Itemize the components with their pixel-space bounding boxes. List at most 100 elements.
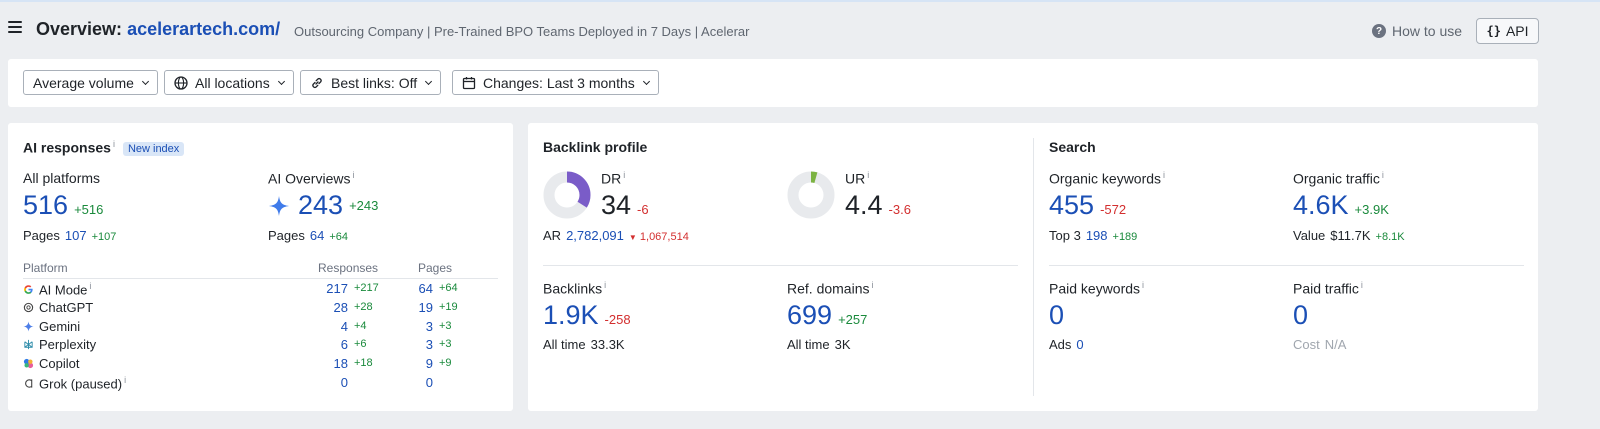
ref-domains-metric[interactable]: 699 +257 xyxy=(787,300,867,331)
ads-row: Ads 0 xyxy=(1049,337,1084,352)
platform-label: ChatGPT xyxy=(39,299,94,315)
pages-label: Pages xyxy=(23,228,60,243)
ads-value[interactable]: 0 xyxy=(1076,337,1084,352)
pages-value[interactable]: 64 xyxy=(309,228,325,243)
cost-row: Cost N/A xyxy=(1293,337,1346,352)
pages-cell[interactable]: 0 xyxy=(393,375,433,390)
responses-cell[interactable]: 4 xyxy=(298,319,348,334)
pages-value[interactable]: 107 xyxy=(64,228,87,243)
info-icon[interactable]: i xyxy=(89,281,92,291)
responses-delta: +18 xyxy=(354,357,373,370)
top3-delta: +189 xyxy=(1112,231,1138,243)
info-icon[interactable]: i xyxy=(867,170,870,180)
metrics-panel: Backlink profile DR i 34 -6 UR i 4.4 -3.6 AR… xyxy=(528,123,1538,411)
paid-keywords-value: 0 xyxy=(1049,300,1065,330)
dr-metric: 34 -6 xyxy=(601,190,649,221)
info-icon[interactable]: i xyxy=(1142,280,1145,290)
ref-domains-delta: +257 xyxy=(838,312,868,327)
changes-dropdown[interactable]: Changes: Last 3 months xyxy=(452,70,659,95)
paid-traffic-metric[interactable]: 0 xyxy=(1293,300,1308,331)
google-icon xyxy=(23,282,39,297)
ai-responses-heading: AI responses xyxy=(23,139,111,156)
info-icon[interactable]: i xyxy=(112,139,115,149)
best-links-label: Best links: Off xyxy=(331,74,418,91)
volume-dropdown[interactable]: Average volume xyxy=(23,70,158,95)
locations-dropdown[interactable]: All locations xyxy=(164,70,294,95)
backlinks-text: Backlinks xyxy=(543,280,603,297)
responses-cell[interactable]: 18 xyxy=(298,356,348,371)
platform-name: Grok (paused) i xyxy=(23,375,126,391)
api-button[interactable]: {} API xyxy=(1476,18,1539,44)
all-platforms-metric[interactable]: 516 +516 xyxy=(23,190,103,221)
info-icon[interactable]: i xyxy=(124,375,127,385)
page-subtitle: Outsourcing Company | Pre-Trained BPO Te… xyxy=(294,24,750,39)
info-icon[interactable]: i xyxy=(623,170,626,180)
responses-cell[interactable]: 217 xyxy=(298,281,348,296)
backlinks-all-time: All time 33.3K xyxy=(543,337,625,352)
dr-value: 34 xyxy=(601,190,632,220)
ar-label: AR xyxy=(543,228,562,243)
responses-value: 6 xyxy=(340,337,348,353)
pages-header: Pages xyxy=(418,261,453,275)
ai-overviews-delta: +243 xyxy=(349,198,379,213)
best-links-dropdown[interactable]: Best links: Off xyxy=(300,70,442,95)
pages-value: 0 xyxy=(425,375,433,390)
all-time-value: 33.3K xyxy=(590,337,625,352)
responses-cell[interactable]: 28 xyxy=(298,300,348,315)
pages-cell[interactable]: 64 xyxy=(393,281,433,296)
top3-label: Top 3 xyxy=(1049,228,1081,243)
triangle-down-icon: ▼ xyxy=(628,233,637,242)
cost-label: Cost xyxy=(1293,337,1320,352)
organic-keywords-text: Organic keywords xyxy=(1049,170,1162,187)
responses-cell[interactable]: 0 xyxy=(298,375,348,390)
grok-icon xyxy=(23,376,39,391)
platform-name: Gemini xyxy=(23,319,80,334)
organic-traffic-metric[interactable]: 4.6K +3.9K xyxy=(1293,190,1389,221)
pages-cell[interactable]: 3 xyxy=(393,319,433,334)
organic-keywords-metric[interactable]: 455 -572 xyxy=(1049,190,1126,221)
organic-traffic-value: 4.6K xyxy=(1293,190,1349,220)
info-icon[interactable]: i xyxy=(1163,170,1166,180)
pages-delta: +19 xyxy=(439,300,458,313)
pages-delta: +64 xyxy=(439,282,458,294)
domain-link[interactable]: acelerartech.com/ xyxy=(127,19,281,39)
all-time-value: 3K xyxy=(834,337,851,352)
pages-delta: +9 xyxy=(439,357,452,370)
backlinks-metric[interactable]: 1.9K -258 xyxy=(543,300,631,331)
platform-name: Copilot xyxy=(23,356,79,371)
info-icon[interactable]: i xyxy=(871,280,874,290)
info-icon[interactable]: i xyxy=(352,170,355,180)
how-to-use-link[interactable]: ? How to use xyxy=(1372,23,1462,39)
platform-name: Perplexity xyxy=(23,337,96,352)
ai-overviews-pages: Pages 64 +64 xyxy=(268,228,348,243)
menu-icon[interactable] xyxy=(8,21,22,33)
dr-ring xyxy=(543,171,591,219)
ai-overviews-value: 243 xyxy=(298,190,344,220)
pages-cell[interactable]: 9 xyxy=(393,356,433,371)
help-icon: ? xyxy=(1372,24,1386,38)
chevron-down-icon xyxy=(425,77,433,85)
top3-value[interactable]: 198 xyxy=(1085,228,1108,243)
all-time-label: All time xyxy=(543,337,586,352)
paid-keywords-metric[interactable]: 0 xyxy=(1049,300,1064,331)
ur-label: UR i xyxy=(845,170,869,187)
info-icon[interactable]: i xyxy=(1381,170,1384,180)
divider xyxy=(23,278,498,279)
pages-value: 64 xyxy=(418,281,433,296)
volume-label: Average volume xyxy=(33,74,134,91)
pages-cell[interactable]: 19 xyxy=(393,300,433,315)
responses-cell[interactable]: 6 xyxy=(298,337,348,352)
dr-delta: -6 xyxy=(637,202,649,217)
sparkle-icon xyxy=(269,195,289,216)
info-icon[interactable]: i xyxy=(604,280,607,290)
ar-value[interactable]: 2,782,091 xyxy=(566,228,624,243)
all-platforms-value: 516 xyxy=(23,190,69,220)
ur-metric: 4.4 -3.6 xyxy=(845,190,911,221)
value-delta: +8.1K xyxy=(1375,231,1405,243)
pages-cell[interactable]: 3 xyxy=(393,337,433,352)
locations-label: All locations xyxy=(195,74,270,91)
info-icon[interactable]: i xyxy=(1360,280,1363,290)
search-title: Search xyxy=(1049,139,1096,155)
dr-label: DR i xyxy=(601,170,625,187)
ai-overviews-metric[interactable]: 243 +243 xyxy=(268,190,378,221)
